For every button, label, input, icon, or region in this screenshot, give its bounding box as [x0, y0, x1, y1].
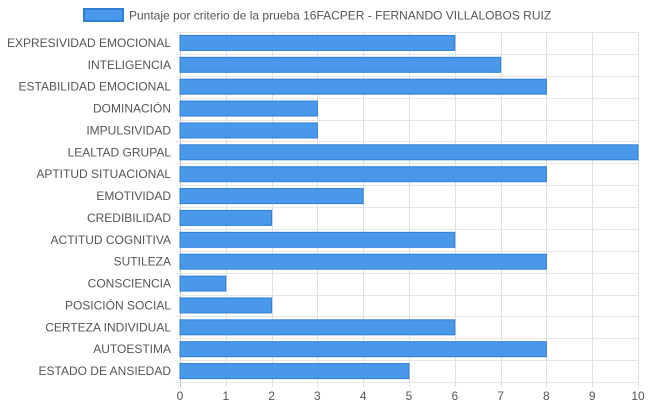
- bar[interactable]: [179, 341, 547, 358]
- x-tick-label: 2: [268, 389, 275, 403]
- y-tick-label: POSICIÓN SOCIAL: [65, 297, 171, 312]
- bar[interactable]: [179, 34, 456, 51]
- y-tick-label: INTELIGENCIA: [88, 58, 171, 72]
- y-tick-label: IMPULSIVIDAD: [86, 123, 171, 137]
- bar[interactable]: [179, 297, 273, 314]
- x-tick-label: 8: [543, 389, 550, 403]
- bar[interactable]: [179, 363, 410, 380]
- bar[interactable]: [179, 100, 318, 117]
- y-tick-label: LEALTAD GRUPAL: [68, 145, 172, 159]
- x-tick-label: 7: [497, 389, 504, 403]
- y-tick-label: DOMINACIÓN: [93, 101, 171, 116]
- bar[interactable]: [179, 78, 547, 95]
- y-axis-labels: EXPRESIVIDAD EMOCIONAL INTELIGENCIA ESTABI…: [7, 36, 171, 378]
- legend-label: Puntaje por criterio de la prueba 16FACP…: [129, 9, 551, 23]
- bar[interactable]: [179, 275, 227, 292]
- y-tick-label: CERTEZA INDIVIDUAL: [45, 320, 171, 334]
- y-tick-label: SUTILEZA: [114, 255, 171, 269]
- legend[interactable]: Puntaje por criterio de la prueba 16FACP…: [83, 8, 551, 23]
- bar[interactable]: [179, 122, 318, 139]
- y-tick-label: CONSCIENCIA: [88, 277, 171, 291]
- bar[interactable]: [179, 56, 502, 73]
- x-tick-label: 10: [631, 389, 645, 403]
- legend-swatch: [83, 8, 124, 22]
- x-tick-label: 6: [451, 389, 458, 403]
- bar[interactable]: [179, 144, 639, 161]
- y-tick-label: APTITUD SITUACIONAL: [36, 167, 171, 181]
- x-tick-label: 1: [222, 389, 229, 403]
- y-tick-label: EXPRESIVIDAD EMOCIONAL: [7, 36, 171, 50]
- bars: [179, 34, 639, 380]
- x-tick-label: 4: [360, 389, 367, 403]
- x-tick-label: 9: [589, 389, 596, 403]
- y-tick-label: ACTITUD COGNITIVA: [51, 233, 171, 247]
- bar[interactable]: [179, 319, 456, 336]
- bar[interactable]: [179, 209, 273, 226]
- x-tick-label: 0: [177, 389, 184, 403]
- y-tick-label: CREDIBILIDAD: [87, 211, 171, 225]
- y-tick-label: ESTADO DE ANSIEDAD: [39, 364, 172, 378]
- bar[interactable]: [179, 231, 456, 248]
- y-tick-label: AUTOESTIMA: [93, 342, 171, 356]
- bar[interactable]: [179, 188, 364, 205]
- x-axis-labels: 0 1 2 3 4 5 6 7 8 9 10: [177, 389, 645, 403]
- bar[interactable]: [179, 166, 547, 183]
- x-tick-label: 3: [314, 389, 321, 403]
- y-tick-label: EMOTIVIDAD: [96, 189, 171, 203]
- bar[interactable]: [179, 253, 547, 270]
- x-tick-label: 5: [406, 389, 413, 403]
- y-tick-label: ESTABILIDAD EMOCIONAL: [19, 80, 172, 94]
